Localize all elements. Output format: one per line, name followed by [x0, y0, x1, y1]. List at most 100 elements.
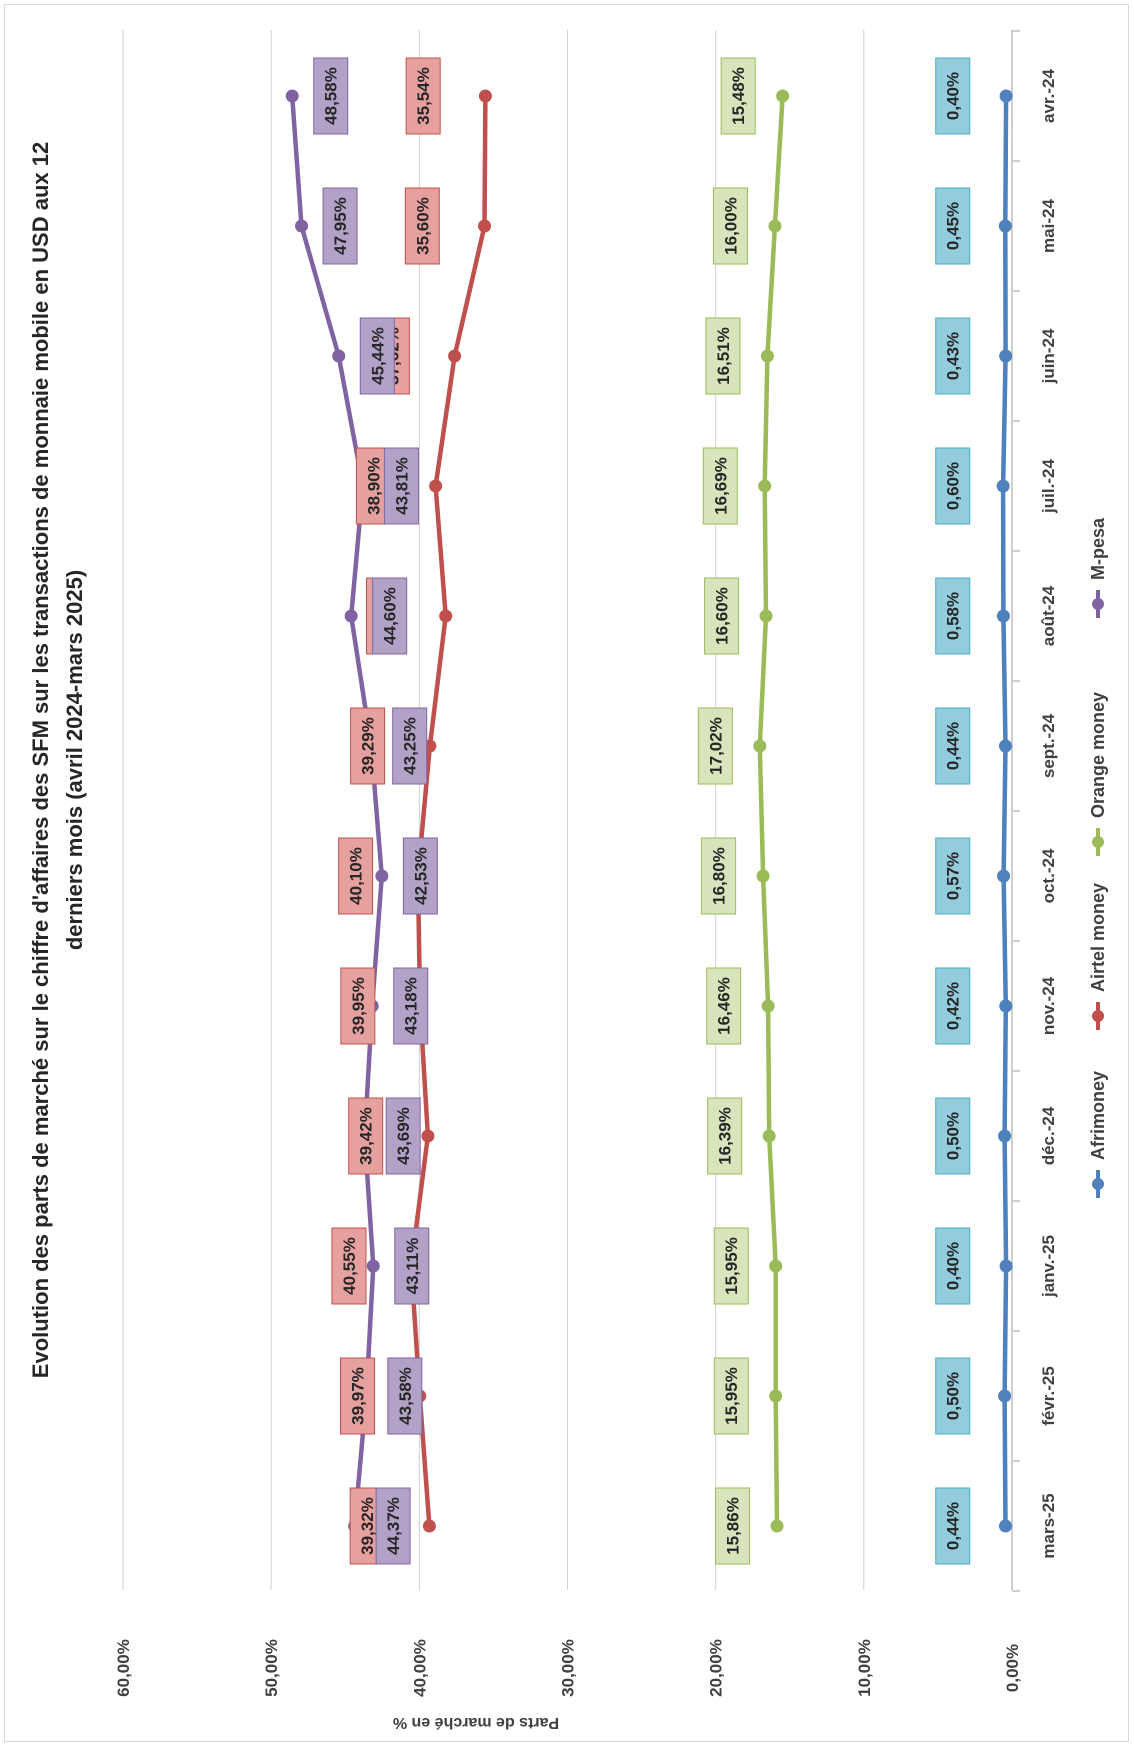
- data-label-box: [702, 447, 738, 525]
- data-label-box: [392, 707, 428, 785]
- data-label-box: [705, 317, 741, 395]
- data-label: 17,02%: [706, 717, 725, 775]
- chart-title-line: derniers mois (avril 2024-mars 2025): [62, 570, 87, 950]
- series-line: [289, 93, 385, 1529]
- data-label-box: [935, 1227, 971, 1305]
- data-label-box: [404, 187, 440, 265]
- data-label: 43,11%: [403, 1238, 422, 1295]
- data-labels: 0,40% 0,45% 0,43% 0,60% 0,58% 0,44% 0,57% 0,42%…: [313, 57, 971, 1565]
- y-tick-label: 50,00%: [262, 1639, 281, 1697]
- data-point: [439, 609, 453, 623]
- data-label: 0,50%: [944, 1112, 963, 1160]
- data-label-box: [715, 1487, 751, 1565]
- data-point: [753, 739, 767, 753]
- data-point: [769, 1389, 783, 1403]
- data-label: 39,32%: [358, 1497, 377, 1555]
- gridlines: [122, 30, 865, 1590]
- data-label: 47,95%: [331, 197, 350, 255]
- data-label-box: [704, 577, 740, 655]
- data-label: 48,58%: [322, 67, 341, 125]
- data-point: [998, 1519, 1012, 1533]
- data-label-box: [935, 967, 971, 1045]
- data-label: 16,51%: [714, 327, 733, 385]
- data-point: [769, 1259, 783, 1273]
- data-label: 16,80%: [710, 847, 729, 905]
- data-label: 35,60%: [413, 197, 432, 255]
- legend-swatch-marker: [1092, 1178, 1104, 1190]
- data-label-box: [402, 837, 438, 915]
- data-point: [999, 349, 1013, 363]
- data-label: 16,69%: [711, 457, 730, 515]
- data-label: 40,10%: [347, 847, 366, 905]
- data-label-box: [935, 1357, 971, 1435]
- data-label: 15,95%: [722, 1237, 741, 1295]
- data-label: 43,81%: [392, 457, 411, 515]
- data-point: [448, 349, 462, 363]
- data-label-box: [372, 577, 408, 655]
- data-label-box: [713, 1227, 749, 1305]
- data-label: 43,18%: [402, 977, 421, 1035]
- data-label-box: [405, 57, 441, 135]
- y-tick-label: 10,00%: [855, 1639, 874, 1697]
- x-tick-label: janv.-25: [1039, 1235, 1058, 1298]
- data-label-box: [393, 967, 429, 1045]
- data-label: 38,90%: [364, 457, 383, 515]
- data-label-box: [340, 1357, 376, 1435]
- data-label-box: [359, 317, 395, 395]
- data-label: 16,60%: [713, 587, 732, 645]
- data-point: [998, 739, 1012, 753]
- data-label-box: [701, 837, 737, 915]
- axes: 0,00% 10,00% 20,00% 30,00% 40,00% 50,00% 60,00…: [114, 30, 1058, 1731]
- data-point: [997, 869, 1011, 883]
- page-border: [4, 4, 1129, 1742]
- data-label-box: [712, 187, 748, 265]
- data-label: 39,95%: [349, 977, 368, 1035]
- data-point: [478, 219, 492, 233]
- series-line: [757, 93, 785, 1529]
- data-label-box: [935, 57, 971, 135]
- data-point: [776, 89, 790, 103]
- y-axis-title: Parts de marché en %: [393, 1714, 559, 1731]
- legend-label: M-pesa: [1088, 517, 1108, 580]
- data-label: 15,95%: [722, 1367, 741, 1425]
- y-tick-label: 60,00%: [114, 1639, 133, 1697]
- data-point: [996, 479, 1010, 493]
- y-tick-label: 0,00%: [1003, 1644, 1022, 1692]
- data-label-box: [331, 1227, 367, 1305]
- data-point: [375, 869, 389, 883]
- x-tick-label: avr.-24: [1039, 69, 1058, 123]
- data-label: 0,43%: [944, 332, 963, 380]
- data-label-box: [935, 1097, 971, 1175]
- data-point: [344, 609, 358, 623]
- y-tick-label: 20,00%: [707, 1639, 726, 1697]
- data-label-box: [338, 837, 374, 915]
- data-point: [999, 999, 1013, 1013]
- data-label-box: [385, 1097, 421, 1175]
- data-point: [332, 349, 346, 363]
- data-point: [770, 1519, 784, 1533]
- data-label: 39,42%: [357, 1107, 376, 1165]
- data-label: 40,55%: [340, 1237, 359, 1295]
- data-point: [998, 1389, 1012, 1403]
- data-label: 0,40%: [944, 1242, 963, 1290]
- data-label: 0,58%: [944, 592, 963, 640]
- data-point: [998, 219, 1012, 233]
- data-label-box: [383, 447, 419, 525]
- x-tick-label: oct.-24: [1039, 848, 1058, 903]
- data-label-box: [697, 707, 733, 785]
- data-label: 0,42%: [944, 982, 963, 1030]
- data-label-box: [350, 707, 386, 785]
- x-tick-label: mai-24: [1039, 199, 1058, 253]
- data-label-box: [313, 57, 349, 135]
- legend-swatch-marker: [1092, 836, 1104, 848]
- data-point: [422, 1519, 436, 1533]
- chart-title-line: Evolution des parts de marché sur le chi…: [28, 142, 53, 1378]
- legend-swatch-marker: [1092, 598, 1104, 610]
- legend-label: Orange money: [1088, 692, 1108, 818]
- data-label: 15,48%: [729, 67, 748, 125]
- x-tick-label: déc.-24: [1039, 1106, 1058, 1165]
- data-label: 0,40%: [944, 72, 963, 120]
- x-tick-label: août-24: [1039, 585, 1058, 646]
- data-point: [998, 1129, 1012, 1143]
